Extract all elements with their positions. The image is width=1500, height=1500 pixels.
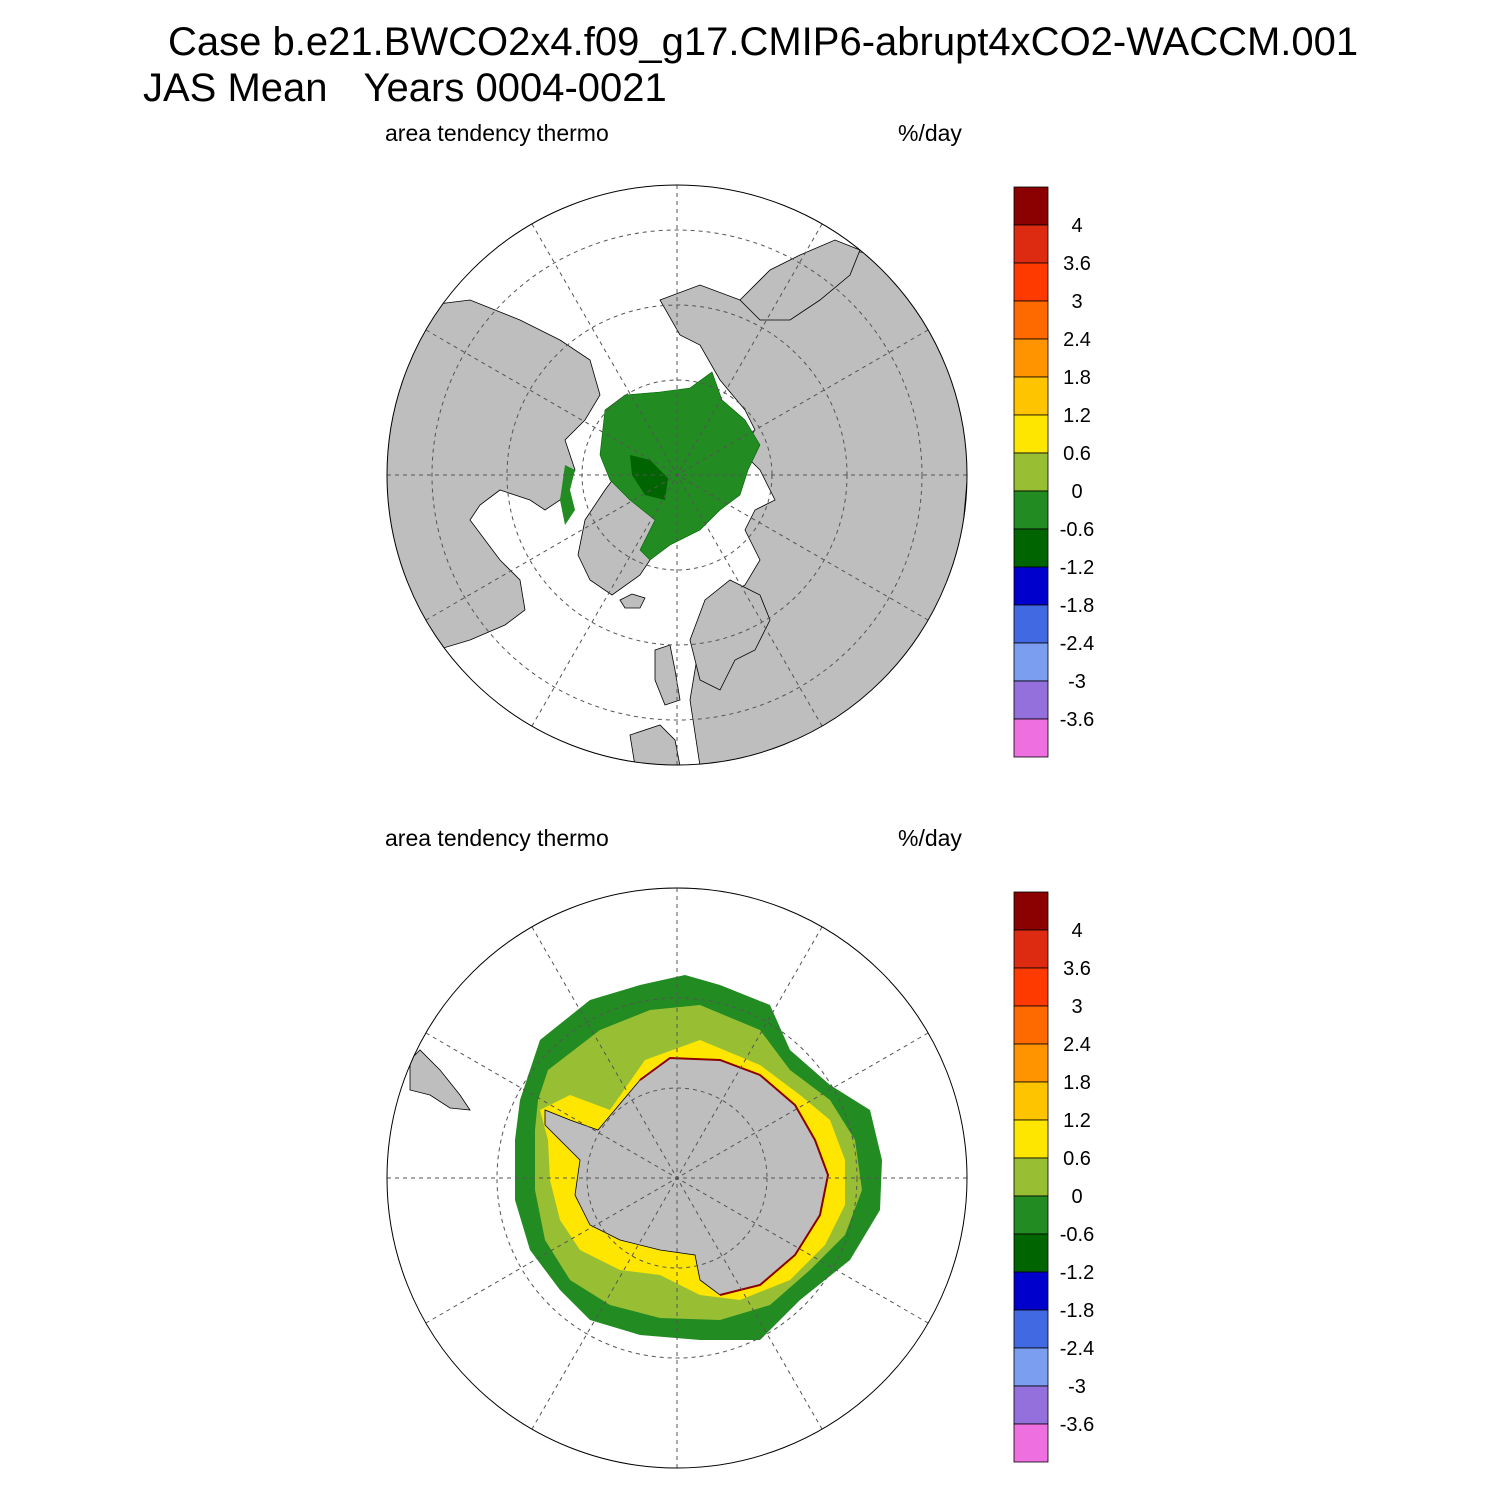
sh-colorbar-tick-label: 2.4 [1063,1034,1091,1056]
sh-colorbar-tick-label: 3.6 [1063,958,1091,980]
nh-colorbar-swatch [1013,338,1049,378]
sh-colorbar-tick-label: 1.8 [1063,1072,1091,1094]
sh-colorbar-tick-label: 0.6 [1063,1148,1091,1170]
sh-colorbar-swatch [1013,1195,1049,1235]
nh-colorbar-swatch [1013,414,1049,454]
season-label: JAS Mean [143,66,328,110]
nh-sea-ice-strong [630,455,668,500]
sh-colorbar-tick-label: 4 [1071,920,1082,942]
sh-units-label: %/day [898,825,962,851]
sh-graticule [387,888,967,1468]
nh-colorbar-swatch [1013,186,1049,226]
nh-units-label: %/day [898,120,962,146]
nh-colorbar-tick-label: 0 [1071,481,1082,503]
sh-field-label: area tendency thermo [385,825,609,851]
nh-colorbar-swatch [1013,680,1049,720]
sh-colorbar-swatch [1013,967,1049,1007]
nh-map-border [386,184,968,766]
nh-colorbar-tick-label: -3.6 [1060,709,1094,731]
sh-colorbar-swatch [1013,1081,1049,1121]
nh-colorbar-tick-label: -1.2 [1060,557,1094,579]
sh-colorbar-swatch [1013,891,1049,931]
nh-colorbar-swatch [1013,490,1049,530]
sh-colorbar-swatch [1013,1005,1049,1045]
sh-colorbar-tick-label: -1.2 [1060,1262,1094,1284]
sh-colorbar-tick-label: 0 [1071,1186,1082,1208]
sh-colorbar-tick-label: -1.8 [1060,1300,1094,1322]
nh-colorbar-swatch [1013,452,1049,492]
nh-sea-ice-tendency [599,371,761,561]
case-title: Case b.e21.BWCO2x4.f09_g17.CMIP6-abrupt4… [168,20,1359,64]
sh-land-south-america [409,1049,471,1111]
nh-colorbar-swatch [1013,376,1049,416]
sh-colorbar-swatch [1013,1347,1049,1387]
sh-colorbar-swatch [1013,1271,1049,1311]
nh-colorbar-swatch [1013,224,1049,264]
sh-colorbar-swatch [1013,1157,1049,1197]
season-years-title: JAS Mean Years 0004-0021 [143,66,667,111]
sh-colorbar-swatch [1013,1043,1049,1083]
nh-sea-ice-baffin [560,465,575,525]
sh-colorbar-swatch [1013,1119,1049,1159]
sh-colorbar-swatch [1013,1233,1049,1273]
nh-colorbar-tick-label: -2.4 [1060,633,1094,655]
sh-map-border [386,887,968,1469]
nh-colorbar-swatch [1013,262,1049,302]
nh-colorbar-tick-label: 2.4 [1063,329,1091,351]
nh-colorbar-swatch [1013,642,1049,682]
nh-colorbar-tick-label: 3.6 [1063,253,1091,275]
sh-colorbar-tick-label: -3.6 [1060,1414,1094,1436]
nh-land-scandinavia [689,579,771,691]
sh-colorbar-tick-label: -0.6 [1060,1224,1094,1246]
nh-colorbar-tick-label: 0.6 [1063,443,1091,465]
sh-colorbar-swatch [1013,1385,1049,1425]
nh-colorbar-tick-label: 1.2 [1063,405,1091,427]
nh-colorbar-swatch [1013,528,1049,568]
nh-colorbar-tick-label: 3 [1071,291,1082,313]
sh-colorbar-swatch [1013,1309,1049,1349]
sh-colorbar-tick-label: 1.2 [1063,1110,1091,1132]
nh-land-iceland [619,593,646,609]
sh-colorbar-tick-label: -2.4 [1060,1338,1094,1360]
sh-coastal-red-edge [639,1056,830,1296]
nh-graticule [387,185,967,765]
sh-colorbar-tick-label: -3 [1068,1376,1086,1398]
nh-colorbar: 4 3.6 3 2.4 1.8 1.2 0.6 0 -0.6 -1.2 -1.8 -2.4 -3 -3.6 [1013,186,1094,758]
sh-colorbar: 4 3.6 3 2.4 1.8 1.2 0.6 0 -0.6 -1.2 -1.8 -2.4 -3 -3.6 [1013,891,1094,1463]
nh-colorbar-swatch [1013,604,1049,644]
nh-land-chukotka [739,239,861,321]
nh-colorbar-swatch [1013,566,1049,606]
sh-colorbar-tick-label: 3 [1071,996,1082,1018]
nh-colorbar-swatch [1013,718,1049,758]
sh-colorbar-swatch [1013,1423,1049,1463]
nh-colorbar-tick-label: 4 [1071,215,1082,237]
nh-colorbar-tick-label: 1.8 [1063,367,1091,389]
nh-colorbar-swatch [1013,300,1049,340]
years-label: Years 0004-0021 [363,66,667,110]
nh-colorbar-tick-label: -1.8 [1060,595,1094,617]
sh-colorbar-swatch [1013,929,1049,969]
nh-colorbar-tick-label: -3 [1068,671,1086,693]
nh-land-north-america [387,299,601,656]
nh-field-label: area tendency thermo [385,120,609,146]
nh-colorbar-tick-label: -0.6 [1060,519,1094,541]
